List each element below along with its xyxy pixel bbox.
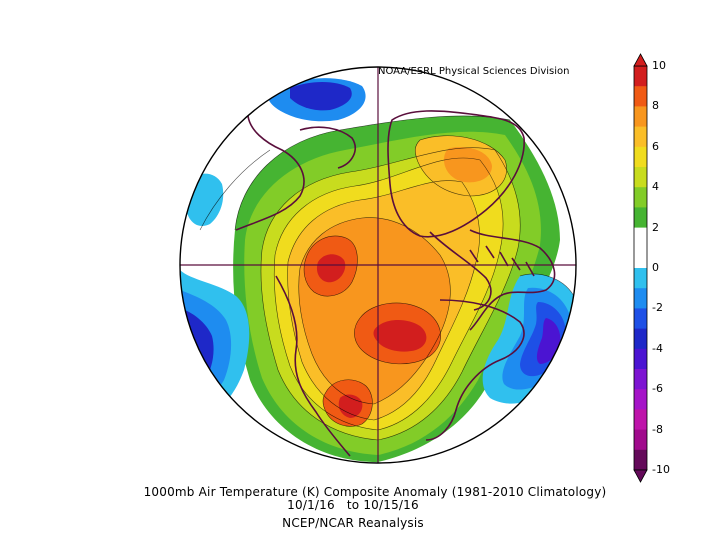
map-border xyxy=(179,66,577,464)
colorbar-tick-label: -8 xyxy=(652,422,663,436)
caption-dates: 10/1/16 to 10/15/16 xyxy=(287,498,419,512)
contour-deep-east xyxy=(373,320,427,352)
colorbar-tick-label: -10 xyxy=(652,463,670,476)
colorbar-swatch xyxy=(634,86,647,107)
contour-lines xyxy=(199,115,576,441)
colorbar-swatch xyxy=(634,328,647,350)
colorbar-swatch xyxy=(634,247,647,269)
colorbar-swatch xyxy=(634,227,647,249)
colorbar-swatch xyxy=(634,409,647,431)
colorbar-swatch xyxy=(634,348,647,370)
colorbar-swatch xyxy=(634,187,647,208)
colorbar-tick-label: 6 xyxy=(652,139,659,153)
colorbar-arrow-bottom xyxy=(633,469,648,483)
anomaly-field xyxy=(180,67,576,463)
colorbar-swatch xyxy=(634,66,647,87)
colorbar-tick-label: 2 xyxy=(652,220,659,234)
caption-title: 1000mb Air Temperature (K) Composite Ano… xyxy=(143,485,607,499)
colorbar xyxy=(633,53,648,483)
colorbar-tick-label: 10 xyxy=(652,59,666,72)
colorbar-tick-label: 0 xyxy=(652,261,659,274)
colorbar-tick-label: 8 xyxy=(652,99,659,113)
contour-cold-north-2 xyxy=(290,82,352,111)
colorbar-swatch xyxy=(634,429,647,451)
colorbar-tick-label: 4 xyxy=(652,180,659,194)
contour-deep-west xyxy=(316,254,346,283)
colorbar-swatch xyxy=(634,308,647,330)
caption-source: NCEP/NCAR Reanalysis xyxy=(282,516,424,530)
colorbar-swatch xyxy=(634,268,647,289)
colorbar-swatch xyxy=(634,389,647,410)
credit-label: NOAA/ESRL Physical Sciences Division xyxy=(378,66,570,77)
colorbar-tick-label: -4 xyxy=(652,341,663,355)
colorbar-arrow-top xyxy=(633,53,648,67)
colorbar-tick-label: -6 xyxy=(652,382,663,396)
colorbar-swatch xyxy=(634,167,647,188)
coastlines xyxy=(235,110,556,457)
colorbar-swatch xyxy=(634,146,647,168)
colorbar-tick-label: -2 xyxy=(652,301,663,315)
contour-orange-greenland xyxy=(444,146,492,183)
colorbar-swatch xyxy=(634,288,647,309)
colorbar-swatch xyxy=(634,207,647,229)
colorbar-swatch xyxy=(634,449,647,471)
colorbar-swatch xyxy=(634,369,647,390)
colorbar-swatch xyxy=(634,106,647,128)
colorbar-swatch xyxy=(634,126,647,148)
graticule xyxy=(180,67,576,463)
contour-cold-east-4 xyxy=(536,318,561,364)
